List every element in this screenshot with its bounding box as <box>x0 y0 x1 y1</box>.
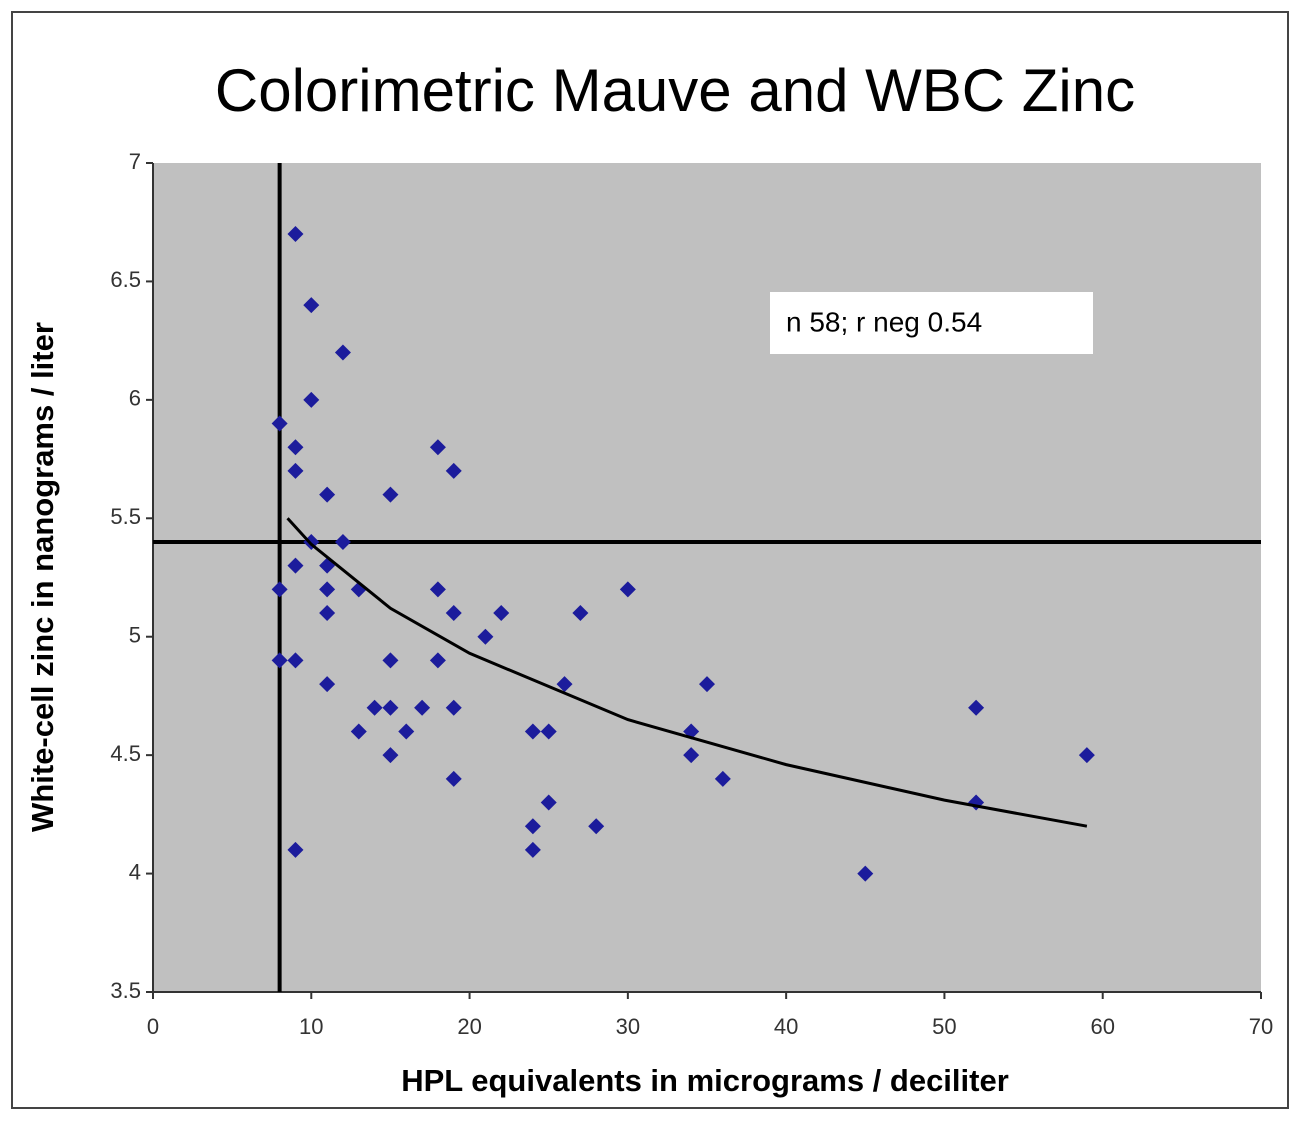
y-tick-label: 5.5 <box>110 504 141 529</box>
data-point <box>303 391 320 408</box>
data-point <box>319 486 336 503</box>
x-axis-label: HPL equivalents in micrograms / decilite… <box>401 1063 1009 1098</box>
x-tick-label: 70 <box>1249 1014 1273 1039</box>
data-point <box>540 794 557 811</box>
data-point <box>429 581 446 598</box>
data-point <box>857 865 874 882</box>
data-point <box>429 439 446 456</box>
data-point <box>382 747 399 764</box>
data-point <box>319 605 336 622</box>
x-tick-label: 20 <box>457 1014 481 1039</box>
data-point <box>366 699 383 716</box>
data-point <box>445 605 462 622</box>
y-axis-label: White-cell zinc in nanograms / liter <box>25 322 60 832</box>
data-point <box>334 344 351 361</box>
y-tick-label: 4.5 <box>110 741 141 766</box>
y-tick-label: 6 <box>129 386 141 411</box>
data-point <box>588 818 605 835</box>
plot-area <box>153 163 1261 992</box>
annotation-box <box>770 292 1093 354</box>
data-point <box>540 723 557 740</box>
data-point <box>319 581 336 598</box>
data-point <box>714 770 731 787</box>
trendline <box>286 517 1088 828</box>
data-point <box>699 676 715 693</box>
data-point <box>445 462 462 479</box>
data-point <box>524 723 541 740</box>
data-point <box>524 841 541 858</box>
data-point <box>382 486 399 503</box>
data-point <box>477 628 494 645</box>
data-point <box>303 297 320 314</box>
data-point <box>382 699 399 716</box>
data-point <box>287 652 304 669</box>
data-point <box>287 439 304 456</box>
data-point <box>287 462 304 479</box>
data-point <box>382 652 399 669</box>
data-point <box>398 723 415 740</box>
data-point <box>1078 747 1095 764</box>
y-tick-label: 5 <box>129 623 141 648</box>
chart-title: Colorimetric Mauve and WBC Zinc <box>215 57 1135 124</box>
data-point <box>271 415 288 432</box>
x-tick-label: 40 <box>774 1014 798 1039</box>
y-tick-label: 3.5 <box>110 978 141 1003</box>
data-point <box>683 747 700 764</box>
x-tick-label: 10 <box>299 1014 323 1039</box>
y-tick-label: 7 <box>129 149 141 174</box>
data-point <box>334 533 351 550</box>
data-point <box>619 581 636 598</box>
data-point <box>287 841 304 858</box>
annotation: n 58; r neg 0.54 <box>786 306 982 337</box>
data-point <box>287 226 304 243</box>
x-tick-label: 30 <box>616 1014 640 1039</box>
data-point <box>287 557 304 574</box>
data-point <box>524 818 541 835</box>
data-point <box>350 723 367 740</box>
data-point <box>414 699 431 716</box>
x-tick-label: 60 <box>1090 1014 1114 1039</box>
data-point <box>445 699 462 716</box>
data-point <box>556 676 573 693</box>
y-tick-label: 4 <box>129 859 141 884</box>
y-tick-label: 6.5 <box>110 267 141 292</box>
x-tick-label: 0 <box>147 1014 159 1039</box>
data-point <box>968 699 985 716</box>
data-point <box>429 652 446 669</box>
data-point <box>319 676 336 693</box>
data-point <box>271 581 288 598</box>
data-point <box>445 770 462 787</box>
x-tick-label: 50 <box>932 1014 956 1039</box>
data-point <box>572 605 589 622</box>
data-point <box>271 652 288 669</box>
data-point <box>493 605 510 622</box>
